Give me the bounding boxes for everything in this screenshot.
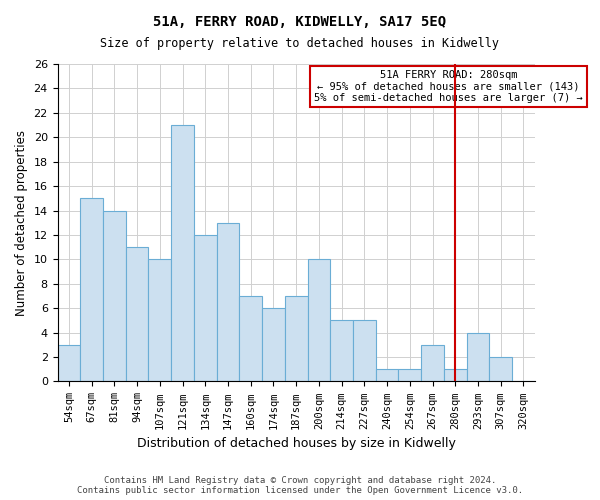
Bar [376, 369, 398, 382]
Bar [217, 222, 239, 382]
Bar [58, 345, 80, 382]
Bar [194, 235, 217, 382]
Text: Size of property relative to detached houses in Kidwelly: Size of property relative to detached ho… [101, 38, 499, 51]
Text: 51A FERRY ROAD: 280sqm
← 95% of detached houses are smaller (143)
5% of semi-det: 51A FERRY ROAD: 280sqm ← 95% of detached… [314, 70, 583, 103]
Y-axis label: Number of detached properties: Number of detached properties [15, 130, 28, 316]
Bar [421, 345, 444, 382]
Bar [103, 210, 126, 382]
Bar [308, 260, 330, 382]
Bar [148, 260, 171, 382]
Bar [490, 357, 512, 382]
Bar [171, 125, 194, 382]
Bar [126, 247, 148, 382]
X-axis label: Distribution of detached houses by size in Kidwelly: Distribution of detached houses by size … [137, 437, 455, 450]
Text: Contains HM Land Registry data © Crown copyright and database right 2024.
Contai: Contains HM Land Registry data © Crown c… [77, 476, 523, 495]
Bar [285, 296, 308, 382]
Bar [444, 369, 467, 382]
Bar [467, 332, 490, 382]
Bar [80, 198, 103, 382]
Bar [353, 320, 376, 382]
Bar [398, 369, 421, 382]
Text: 51A, FERRY ROAD, KIDWELLY, SA17 5EQ: 51A, FERRY ROAD, KIDWELLY, SA17 5EQ [154, 15, 446, 29]
Bar [239, 296, 262, 382]
Bar [262, 308, 285, 382]
Bar [330, 320, 353, 382]
